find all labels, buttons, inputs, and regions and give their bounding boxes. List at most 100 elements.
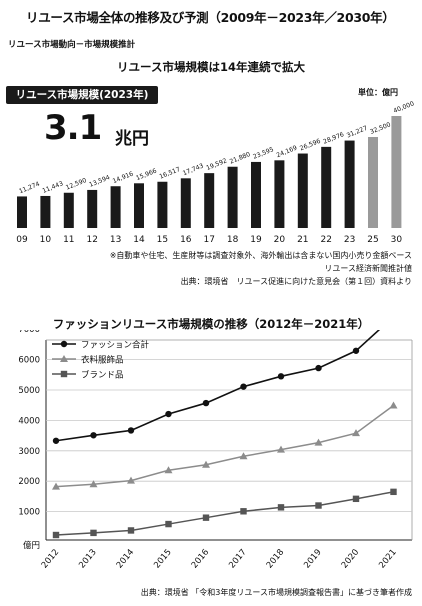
data-point — [202, 514, 210, 521]
x-tick-label: 2015 — [152, 548, 174, 571]
bar-value-label: 32,500 — [369, 121, 392, 136]
data-point — [89, 480, 98, 488]
bar-value-label: 11,274 — [18, 181, 41, 196]
data-point — [239, 452, 248, 460]
x-tick-label: 18 — [227, 235, 239, 245]
data-point — [127, 527, 135, 534]
legend-marker — [60, 340, 68, 348]
x-tick-label: 20 — [274, 235, 286, 245]
y-tick-label: 6000 — [18, 356, 40, 366]
x-tick-label: 30 — [391, 235, 403, 245]
fashion-line-chart: 億円 1000 2000 3000 4000 5000 6000 7000 2012 2013 2… — [18, 330, 413, 571]
x-tick-label: 23 — [344, 235, 355, 245]
big-number: 3.1 — [44, 108, 102, 148]
market-size-badge: リユース市場規模(2023年) — [6, 86, 158, 104]
y-tick-label: 1000 — [18, 508, 40, 518]
data-point — [315, 502, 322, 509]
x-tick-label: 2019 — [302, 548, 324, 571]
data-point — [52, 531, 60, 539]
bar-10 — [40, 195, 51, 228]
legend-marker — [60, 355, 68, 362]
x-tick-label: 25 — [367, 235, 378, 245]
big-number-unit: 兆円 — [115, 129, 149, 149]
x-tick-label: 2017 — [227, 548, 249, 571]
x-tick-label: 2021 — [377, 548, 399, 571]
x-tick-label: 09 — [16, 235, 28, 245]
x-tick-label: 2020 — [340, 548, 362, 571]
data-point — [127, 476, 135, 484]
bar-22 — [321, 146, 332, 228]
data-point — [52, 437, 60, 444]
bar-23 — [344, 140, 355, 228]
bar-17 — [204, 173, 215, 228]
data-point — [277, 373, 285, 380]
legend-label: ブランド品 — [81, 370, 124, 381]
x-tick-label: 15 — [157, 235, 168, 245]
x-tick-label: 12 — [86, 235, 97, 245]
x-tick-label: 14 — [133, 235, 145, 245]
bar-value-label: 17,743 — [182, 163, 205, 178]
bar-value-label: 40,000 — [393, 100, 416, 115]
bar-value-label: 19,592 — [205, 157, 228, 172]
data-point — [352, 495, 360, 503]
data-point — [314, 438, 323, 446]
series-line-3 — [55, 491, 394, 536]
bar-12 — [87, 189, 98, 228]
data-point — [127, 427, 135, 434]
y-tick-label: 7000 — [18, 330, 40, 335]
bar-value-label: 31,227 — [346, 125, 369, 140]
data-point — [240, 508, 247, 515]
x-tick-label: 22 — [320, 235, 331, 245]
chart1-unit-label: 単位：億円 — [358, 88, 398, 97]
x-tick-label: 2014 — [115, 548, 137, 571]
bar-15 — [157, 181, 168, 228]
series-line-1 — [55, 330, 381, 442]
data-point — [277, 504, 285, 511]
bar-13 — [110, 186, 121, 228]
bar-value-label: 28,976 — [322, 131, 345, 146]
bar-value-label: 23,595 — [252, 146, 275, 161]
bar-value-label: 15,966 — [135, 168, 158, 183]
bar-09 — [17, 196, 27, 228]
y-tick-label: 2000 — [18, 477, 40, 487]
x-tick-label: 17 — [203, 235, 214, 245]
market-bar-chart: 11,274 11,443 12,590 13,594 14,916 15,966 16,5… — [16, 100, 416, 245]
series-line-2 — [55, 404, 394, 488]
chart2-title: ファッションリユース市場規模の推移（2012年－2021年） — [52, 317, 370, 331]
bar-30 — [391, 116, 402, 228]
data-point — [389, 401, 398, 409]
x-tick-label: 2016 — [190, 548, 212, 571]
bar-11 — [63, 192, 74, 228]
data-point — [165, 520, 172, 528]
data-point — [52, 482, 60, 490]
x-tick-label: 19 — [250, 235, 262, 245]
x-tick-label: 2013 — [77, 548, 99, 571]
chart1-title: リユース市場規模は14年連続で拡大 — [117, 60, 305, 74]
data-point — [164, 466, 173, 474]
note-line-2: リユース経済新聞推計値 — [324, 264, 412, 273]
bar-value-label: 14,916 — [112, 170, 135, 185]
x-tick-label: 11 — [63, 235, 74, 245]
bar-value-label: 21,880 — [229, 151, 252, 166]
data-point — [277, 445, 285, 453]
y-tick-label: 3000 — [18, 447, 40, 457]
sub-label: リユース市場動向－市場規模推計 — [8, 40, 136, 50]
bar-20 — [274, 160, 285, 228]
note-line-1: ※自動車や住宅、生産財等は調査対象外、海外輸出は含まない国内小売り金額ベース — [109, 251, 412, 260]
bar-value-label: 16,517 — [159, 166, 182, 181]
x-tick-label: 13 — [110, 235, 121, 245]
x-tick-label: 16 — [180, 235, 192, 245]
data-point — [352, 347, 360, 354]
bar-value-label: 13,594 — [88, 174, 111, 189]
y-tick-label: 5000 — [18, 386, 40, 396]
note-line-3: 出典：環境省 リユース促進に向けた意見会（第１回）資料より — [180, 277, 412, 286]
x-tick-label: 2012 — [40, 548, 62, 571]
x-tick-label: 21 — [297, 235, 308, 245]
y-tick-label: 億円 — [23, 540, 40, 551]
chart1-notes: ※自動車や住宅、生産財等は調査対象外、海外輸出は含まない国内小売り金額ベース リ… — [110, 249, 412, 288]
bar-14 — [134, 183, 144, 228]
data-point — [90, 529, 97, 537]
x-tick-label: 10 — [40, 235, 52, 245]
bar-18 — [227, 166, 238, 228]
bar-19 — [251, 161, 261, 228]
